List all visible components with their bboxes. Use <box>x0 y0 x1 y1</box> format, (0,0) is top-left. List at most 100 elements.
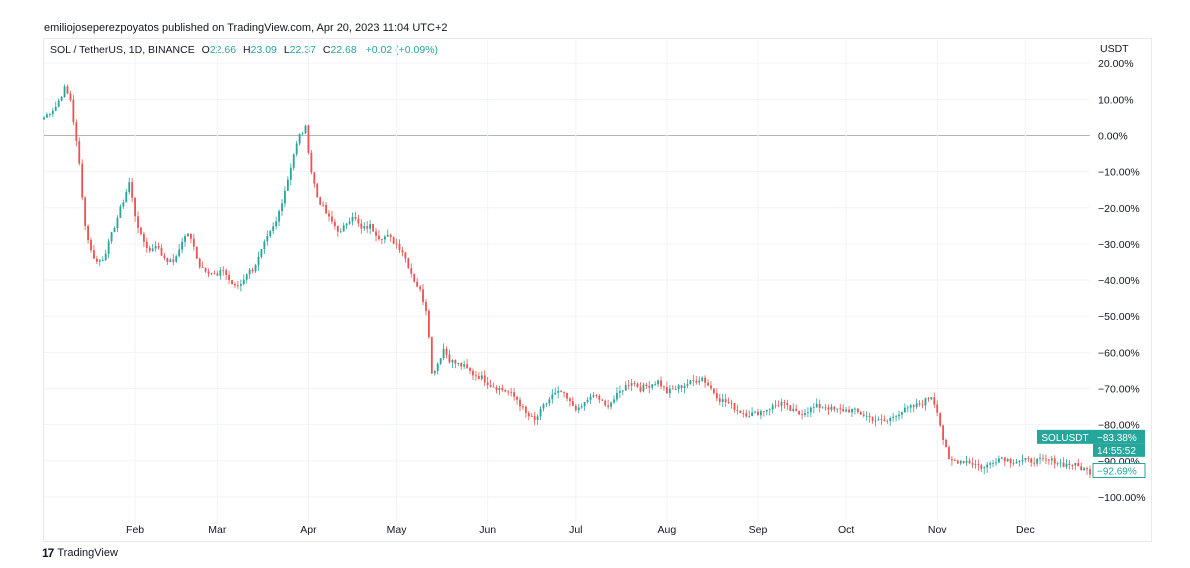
candle-body <box>771 405 774 410</box>
y-tick-label: −10.00% <box>1098 167 1140 179</box>
candle-body <box>1086 468 1088 470</box>
candle-body <box>319 197 322 205</box>
symbol-legend[interactable]: SOL / TetherUS, 1D, BINANCE O22.66 H23.0… <box>50 44 438 56</box>
y-tick-label: −20.00% <box>1098 203 1140 215</box>
candle-body <box>66 86 69 94</box>
candle-body <box>298 134 301 144</box>
y-tick-label: −40.00% <box>1098 275 1140 287</box>
candle-body <box>1047 459 1050 461</box>
candle-body <box>707 382 709 386</box>
candle-body <box>95 258 98 262</box>
candle-body <box>1039 457 1041 459</box>
candle-body <box>295 143 298 155</box>
candle-body <box>110 232 113 242</box>
candle-body <box>851 408 853 413</box>
x-tick-label: Dec <box>1016 524 1035 536</box>
candle-body <box>237 285 239 287</box>
candle-body <box>219 270 222 276</box>
candle-body <box>501 387 504 391</box>
candle-body <box>804 413 806 415</box>
candle-body <box>201 267 204 269</box>
x-tick-label: Feb <box>126 524 144 536</box>
candle-body <box>360 223 363 229</box>
candle-body <box>783 402 786 404</box>
candle-body <box>307 125 310 153</box>
y-tick-label: 0.00% <box>1098 131 1128 143</box>
candle-body <box>601 399 604 401</box>
y-tick-label: −50.00% <box>1098 311 1140 323</box>
candle-body <box>516 396 518 400</box>
candle-body <box>383 236 386 240</box>
candle-body <box>983 467 986 469</box>
candle-body <box>1021 459 1024 462</box>
candle-body <box>906 407 909 409</box>
candle-body <box>527 412 530 417</box>
candle-body <box>566 392 568 399</box>
candle-body <box>618 391 621 393</box>
candle-body <box>959 461 962 464</box>
candle-body <box>151 248 154 251</box>
candle-body <box>469 367 471 371</box>
candle-body <box>466 364 469 368</box>
candle-body <box>436 363 439 372</box>
candle-body <box>187 233 189 237</box>
candle-body <box>927 398 930 400</box>
x-tick-label: Oct <box>838 524 854 536</box>
candle-body <box>87 225 89 241</box>
y-tick-label: 20.00% <box>1098 58 1134 70</box>
candle-body <box>1027 458 1030 459</box>
candle-body <box>859 411 862 415</box>
candle-body <box>1053 458 1056 464</box>
candle-body <box>210 273 213 275</box>
candle-body <box>254 265 257 272</box>
candle-body <box>1006 458 1009 462</box>
candle-body <box>642 384 645 392</box>
candle-body <box>480 375 483 379</box>
candle-body <box>148 247 151 251</box>
candle-body <box>1036 458 1039 464</box>
candle-body <box>75 122 78 142</box>
candle-body <box>710 385 712 389</box>
candle-body <box>748 415 751 417</box>
candle-body <box>1024 458 1027 460</box>
x-tick-label: Jul <box>569 524 582 536</box>
candle-body <box>624 385 627 391</box>
candle-body <box>686 384 689 386</box>
secondary-badge-value: −92.69% <box>1097 467 1137 478</box>
candle-body <box>93 250 95 259</box>
candle-body <box>574 405 577 411</box>
candle-body <box>548 399 551 404</box>
candle-body <box>824 407 827 409</box>
candle-body <box>272 226 275 232</box>
candle-body <box>721 399 724 402</box>
candle-body <box>395 243 398 245</box>
candle-body <box>698 380 701 383</box>
candle-body <box>627 385 630 386</box>
candle-body <box>104 253 107 261</box>
candle-body <box>545 403 548 405</box>
candle-body <box>192 238 195 247</box>
candle-body <box>1074 463 1077 466</box>
candle-body <box>903 407 906 413</box>
candle-body <box>336 226 339 232</box>
candle-body <box>974 464 977 466</box>
candle-body <box>292 154 295 168</box>
candle-body <box>472 370 474 376</box>
candle-body <box>125 191 128 203</box>
candle-body <box>239 284 242 286</box>
candle-body <box>154 245 157 249</box>
legend-high-label: H <box>243 44 251 56</box>
candle-body <box>918 403 921 405</box>
candle-body <box>639 387 642 392</box>
candle-body <box>1000 457 1003 459</box>
time-axis[interactable]: Feb Mar Apr May Jun Jul Aug Sep Oct Nov Dec <box>126 524 1035 536</box>
candle-body <box>1012 463 1015 464</box>
candle-body <box>880 419 883 420</box>
candle-body <box>830 406 833 410</box>
symbol-badge <box>1037 429 1093 444</box>
candle-body <box>189 233 192 239</box>
candle-body <box>950 458 953 461</box>
candle-body <box>595 395 598 397</box>
candle-body <box>301 133 304 135</box>
